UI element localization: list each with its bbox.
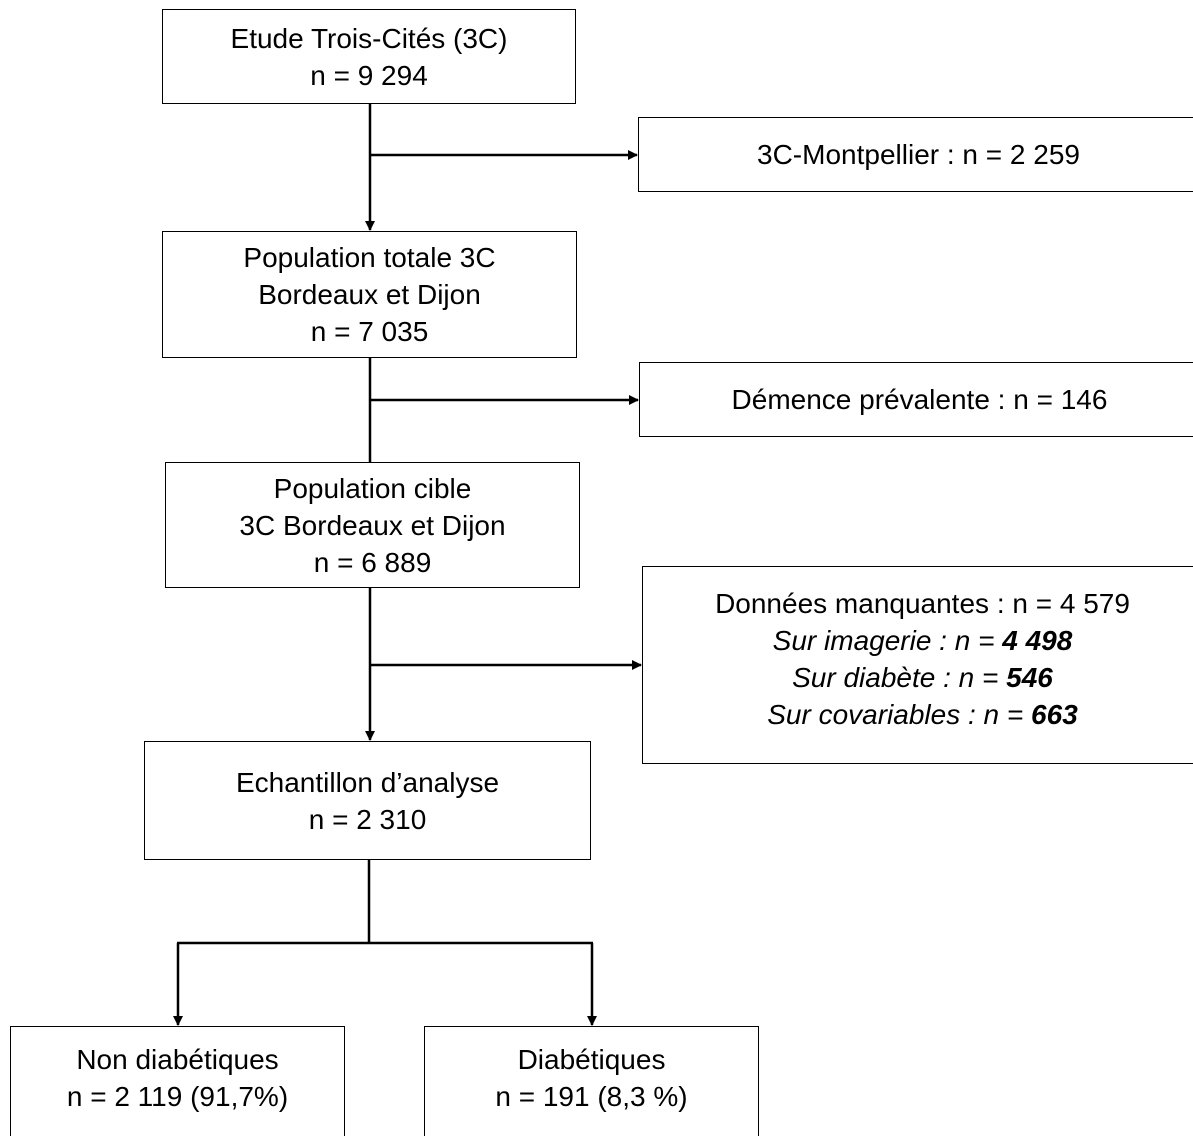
target-population-box: Population cible 3C Bordeaux et Dijon n … xyxy=(165,462,580,588)
diabetic-box: Diabétiques n = 191 (8,3 %) xyxy=(424,1026,759,1136)
non-diabetic-title: Non diabétiques xyxy=(76,1044,279,1075)
total-population-box: Population totale 3C Bordeaux et Dijon n… xyxy=(162,231,577,358)
total-population-count: n = 7 035 xyxy=(310,316,429,347)
missing-imaging: Sur imagerie : n = 4 498 xyxy=(772,625,1073,656)
montpellier-label: 3C-Montpellier : n = 2 259 xyxy=(757,139,1080,170)
missing-diabetes: Sur diabète : n = 546 xyxy=(792,662,1053,693)
total-population-line2: Bordeaux et Dijon xyxy=(258,279,481,310)
study-count: n = 9 294 xyxy=(310,59,428,91)
missing-data-title: Données manquantes : n = 4 579 xyxy=(715,588,1130,619)
analysis-sample-count: n = 2 310 xyxy=(308,803,427,835)
diabetic-title: Diabétiques xyxy=(517,1044,666,1075)
target-population-count: n = 6 889 xyxy=(313,546,432,578)
missing-data-box: Données manquantes : n = 4 579 Sur image… xyxy=(642,566,1193,764)
dementia-label: Démence prévalente : n = 146 xyxy=(731,384,1108,415)
dementia-excluded-box: Démence prévalente : n = 146 xyxy=(639,362,1193,437)
target-population-line1: Population cible xyxy=(273,472,472,504)
montpellier-excluded-box: 3C-Montpellier : n = 2 259 xyxy=(638,117,1193,192)
missing-covariates: Sur covariables : n = 663 xyxy=(767,699,1078,730)
target-population-line2: 3C Bordeaux et Dijon xyxy=(239,509,506,541)
non-diabetic-box: Non diabétiques n = 2 119 (91,7%) xyxy=(10,1026,345,1136)
study-title: Etude Trois-Cités (3C) xyxy=(230,22,508,54)
analysis-sample-box: Echantillon d’analyse n = 2 310 xyxy=(144,741,591,860)
diabetic-count: n = 191 (8,3 %) xyxy=(495,1081,688,1112)
study-box: Etude Trois-Cités (3C) n = 9 294 xyxy=(162,9,576,104)
total-population-line1: Population totale 3C xyxy=(243,242,496,273)
analysis-sample-title: Echantillon d’analyse xyxy=(235,766,500,798)
non-diabetic-count: n = 2 119 (91,7%) xyxy=(66,1081,289,1112)
